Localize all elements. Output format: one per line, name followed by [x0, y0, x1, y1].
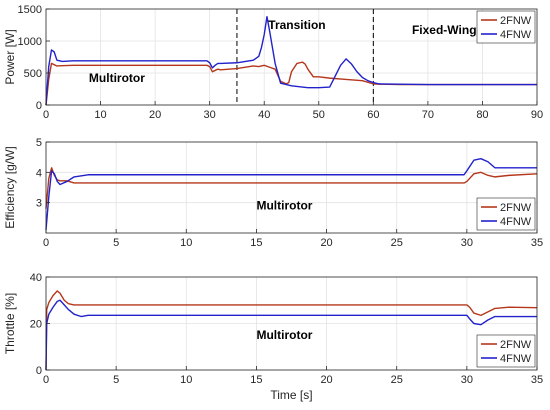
x-tick-label: 5	[113, 374, 119, 386]
x-tick-label: 20	[149, 109, 161, 121]
x-tick-label: 35	[531, 237, 543, 249]
y-tick-label: 4	[36, 167, 42, 179]
x-tick-label: 90	[531, 109, 543, 121]
series-line-4fnw	[45, 299, 537, 371]
y-axis-label: Efficiency [g/W]	[3, 146, 17, 228]
x-tick-label: 25	[391, 237, 403, 249]
y-tick-label: 5	[36, 137, 42, 149]
x-tick-label: 15	[250, 374, 262, 386]
x-tick-label: 15	[250, 237, 262, 249]
x-tick-label: 0	[43, 237, 49, 249]
phase-annotation: Multirotor	[256, 199, 312, 213]
x-tick-label: 70	[422, 109, 434, 121]
legend-entry: 4FNW	[500, 216, 532, 228]
panel-1: 0 10 20 30 40 50 60 70 80 90 0 500 1000 1500 Power [W]…	[3, 4, 543, 121]
y-tick-label: 40	[30, 272, 42, 284]
x-tick-label: 30	[461, 374, 473, 386]
x-tick-label: 50	[313, 109, 325, 121]
y-axis-label: Power [W]	[3, 29, 17, 84]
legend-box	[476, 10, 536, 44]
y-tick-label: 1000	[18, 36, 42, 48]
series-line-2fnw	[45, 290, 538, 371]
x-tick-label: 10	[180, 237, 192, 249]
y-tick-label: 1500	[18, 4, 42, 16]
panel-3: 0 5 10 15 20 25 30 35 0 20 40 Throttle [%] Time [s] M…	[3, 272, 543, 402]
y-tick-label: 500	[24, 68, 42, 80]
phase-annotation: Transition	[268, 18, 325, 32]
phase-annotation: Multirotor	[89, 71, 145, 85]
legend-entry: 2FNW	[500, 15, 532, 27]
x-axis-label: Time [s]	[270, 388, 312, 402]
x-tick-label: 25	[391, 374, 403, 386]
legend-entry: 4FNW	[500, 29, 532, 41]
panel-2: 0 5 10 15 20 25 30 35 3 4 5 Efficiency [g/W] Multiro…	[3, 137, 543, 249]
axes-frame	[45, 8, 538, 106]
legend: 2FNW 4FNW	[476, 197, 536, 231]
legend-entry: 2FNW	[500, 339, 532, 351]
legend-box	[476, 334, 536, 368]
plot-area	[46, 9, 537, 105]
legend: 2FNW 4FNW	[476, 10, 536, 44]
y-tick-label: 20	[30, 319, 42, 331]
x-tick-label: 40	[258, 109, 270, 121]
legend-entry: 4FNW	[500, 353, 532, 365]
x-tick-label: 35	[531, 374, 543, 386]
legend-entry: 2FNW	[500, 202, 532, 214]
phase-annotation: Fixed-Wing	[412, 23, 477, 37]
phase-annotation: Multirotor	[256, 328, 312, 342]
series-line-4fnw	[45, 15, 537, 106]
x-tick-label: 5	[113, 237, 119, 249]
x-tick-label: 10	[94, 109, 106, 121]
x-tick-label: 0	[43, 374, 49, 386]
series-line-2fnw	[45, 61, 537, 106]
axes-frame	[45, 141, 538, 234]
x-tick-label: 30	[204, 109, 216, 121]
x-tick-label: 10	[180, 374, 192, 386]
y-tick-label: 3	[36, 198, 42, 210]
x-tick-label: 20	[320, 237, 332, 249]
y-axis-label: Throttle [%]	[3, 293, 17, 354]
legend-box	[476, 197, 536, 231]
x-tick-label: 80	[476, 109, 488, 121]
plot-area	[46, 142, 537, 233]
x-tick-label: 30	[461, 237, 473, 249]
series-line-4fnw	[45, 157, 537, 231]
y-tick-label: 0	[36, 365, 42, 377]
x-tick-label: 0	[43, 109, 49, 121]
legend: 2FNW 4FNW	[476, 334, 536, 368]
y-tick-label: 0	[36, 100, 42, 112]
x-tick-label: 20	[320, 374, 332, 386]
x-tick-label: 60	[367, 109, 379, 121]
